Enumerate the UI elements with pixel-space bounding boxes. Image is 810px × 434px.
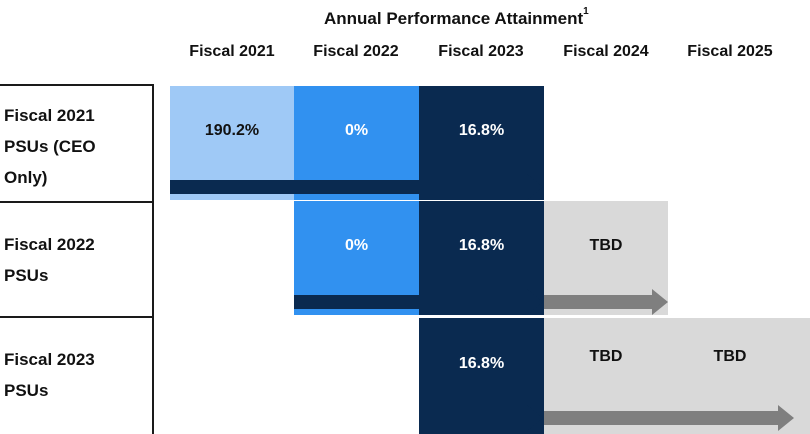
vesting-arrow-gray bbox=[544, 289, 668, 315]
vesting-arrow-navy bbox=[294, 289, 543, 315]
tbd-label-fiscal-2024: TBD bbox=[589, 348, 623, 365]
vesting-arrow-navy bbox=[419, 405, 543, 431]
row-border-1 bbox=[0, 201, 154, 203]
vesting-arrow-gray bbox=[544, 405, 794, 431]
row-label-fiscal-2022-psus: Fiscal 2022 PSUs bbox=[4, 235, 95, 285]
column-header-fiscal-2024: Fiscal 2024 bbox=[563, 43, 649, 60]
column-header-fiscal-2025: Fiscal 2025 bbox=[687, 43, 773, 60]
chart-title: Annual Performance Attainment1 bbox=[324, 6, 589, 28]
title-footnote: 1 bbox=[583, 6, 589, 18]
vesting-arrow-navy bbox=[170, 174, 543, 200]
row-border-top bbox=[0, 84, 154, 86]
row-label-fiscal-2021-psus: Fiscal 2021 PSUs (CEO Only) bbox=[4, 106, 96, 187]
column-header-fiscal-2022: Fiscal 2022 bbox=[313, 43, 399, 60]
column-header-fiscal-2023: Fiscal 2023 bbox=[438, 43, 524, 60]
row-label-fiscal-2023-psus: Fiscal 2023 PSUs bbox=[4, 350, 95, 400]
tbd-label-fiscal-2025: TBD bbox=[713, 348, 747, 365]
column-header-fiscal-2021: Fiscal 2021 bbox=[189, 43, 275, 60]
row-border-2 bbox=[0, 316, 154, 318]
row-label-divider bbox=[152, 84, 154, 434]
